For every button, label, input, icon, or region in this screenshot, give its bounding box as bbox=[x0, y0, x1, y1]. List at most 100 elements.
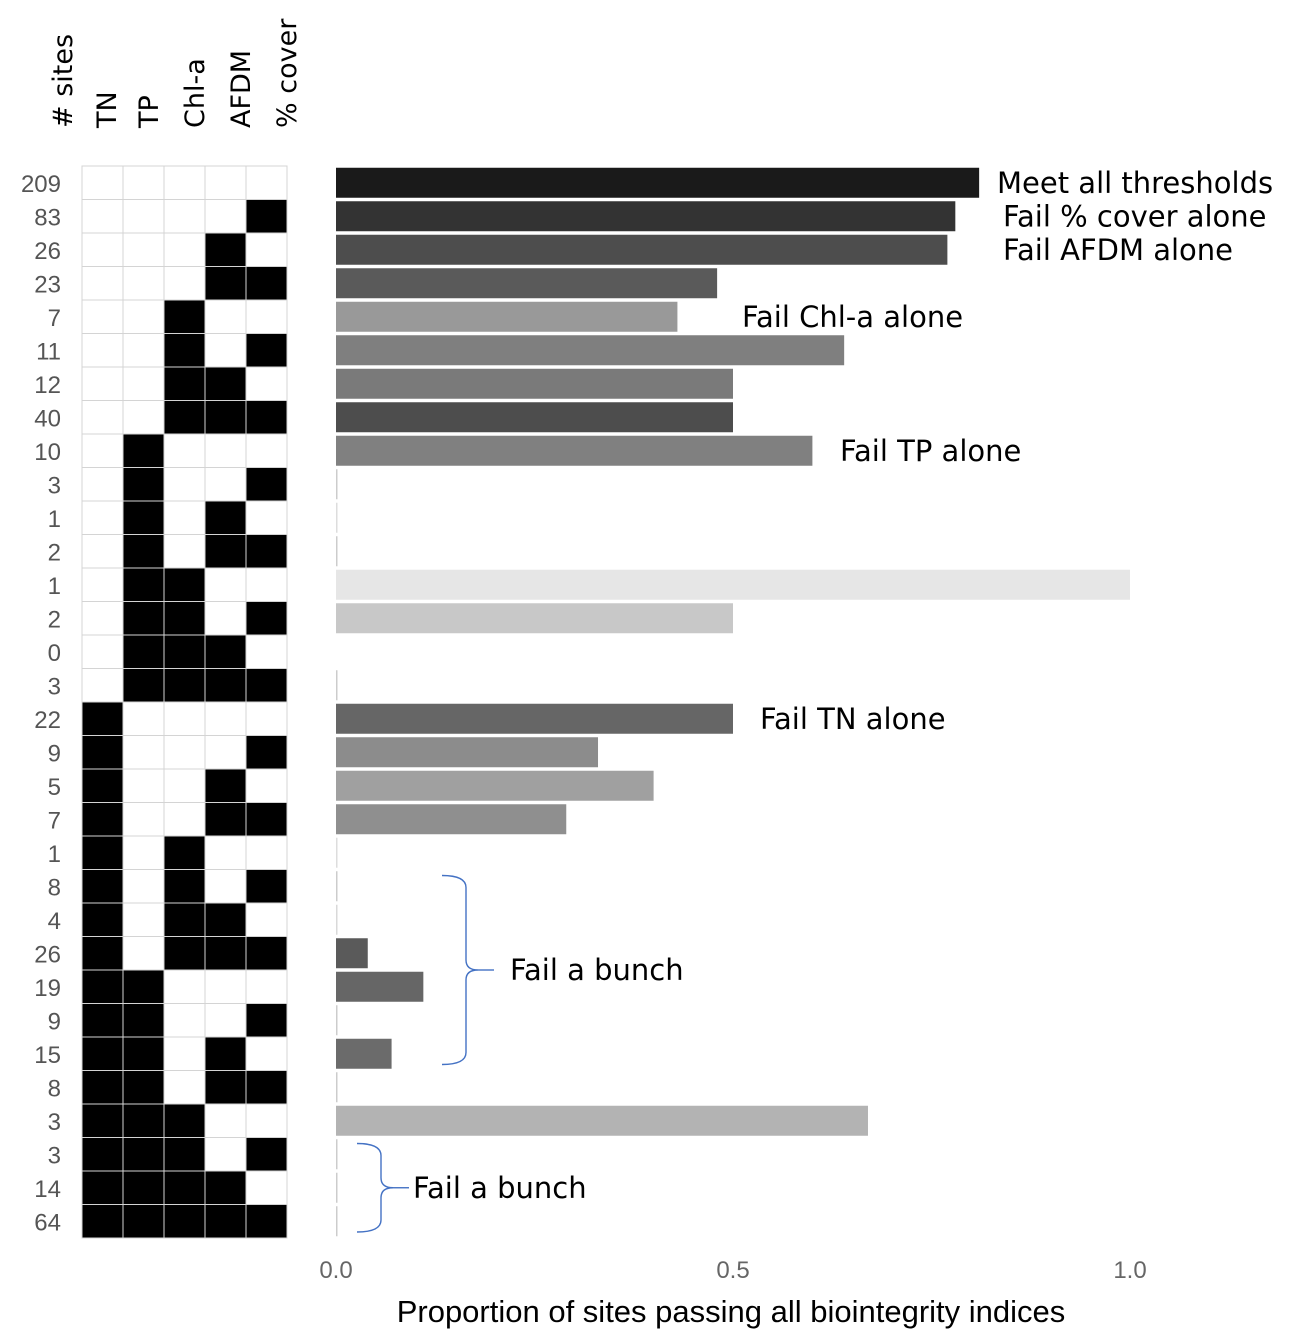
matrix-cell bbox=[122, 936, 165, 971]
matrix-cell bbox=[245, 232, 288, 267]
matrix-cell bbox=[81, 232, 124, 267]
matrix-cell bbox=[81, 1170, 124, 1205]
matrix-cell bbox=[163, 969, 206, 1004]
site-count-label: 3 bbox=[48, 673, 61, 700]
matrix-cell bbox=[163, 936, 206, 971]
matrix-cell bbox=[204, 835, 247, 870]
matrix-cell bbox=[81, 969, 124, 1004]
matrix-cell bbox=[245, 266, 288, 301]
matrix-cell bbox=[163, 1137, 206, 1172]
matrix-cell bbox=[204, 567, 247, 602]
matrix-cell bbox=[163, 1103, 206, 1138]
matrix-cell bbox=[163, 835, 206, 870]
column-header: Chl-a bbox=[180, 58, 211, 128]
matrix-cell bbox=[204, 768, 247, 803]
site-count-label: 4 bbox=[48, 908, 61, 935]
site-count-label: 5 bbox=[48, 774, 61, 801]
matrix-cell bbox=[245, 366, 288, 401]
matrix-cell bbox=[204, 400, 247, 435]
matrix-cell bbox=[163, 299, 206, 334]
matrix-cell bbox=[122, 567, 165, 602]
matrix-cell bbox=[245, 534, 288, 569]
matrix-cell bbox=[204, 1137, 247, 1172]
matrix-cell bbox=[81, 199, 124, 234]
site-count-label: 64 bbox=[34, 1209, 61, 1236]
matrix-cell bbox=[245, 1036, 288, 1071]
bracket-annotation: Fail a bunch bbox=[510, 953, 684, 987]
matrix-cell bbox=[81, 1103, 124, 1138]
matrix-cell bbox=[163, 467, 206, 502]
matrix-cell bbox=[163, 433, 206, 468]
site-count-label: 11 bbox=[36, 338, 61, 365]
matrix-cell bbox=[204, 467, 247, 502]
site-count-label: 40 bbox=[34, 405, 61, 432]
column-header: TN bbox=[92, 91, 123, 129]
site-count-label: 14 bbox=[34, 1176, 61, 1203]
matrix-cell bbox=[81, 701, 124, 736]
matrix-cell bbox=[245, 768, 288, 803]
matrix-cell bbox=[122, 433, 165, 468]
matrix-cell bbox=[204, 534, 247, 569]
matrix-cell bbox=[81, 165, 124, 200]
bar bbox=[336, 636, 338, 667]
matrix-cell bbox=[204, 1070, 247, 1105]
matrix-cell bbox=[81, 802, 124, 837]
matrix-cell bbox=[245, 601, 288, 636]
matrix-cell bbox=[122, 668, 165, 703]
matrix-cell bbox=[81, 1204, 124, 1239]
bar-annotation: Fail % cover alone bbox=[1003, 199, 1267, 233]
matrix-cell bbox=[245, 668, 288, 703]
matrix-cell bbox=[245, 467, 288, 502]
matrix-cell bbox=[204, 1036, 247, 1071]
matrix-cell bbox=[81, 299, 124, 334]
matrix-cell bbox=[122, 165, 165, 200]
site-count-label: 19 bbox=[34, 975, 61, 1002]
bar bbox=[336, 502, 338, 533]
matrix-cell bbox=[122, 835, 165, 870]
matrix-cell bbox=[122, 969, 165, 1004]
matrix-cell bbox=[122, 735, 165, 770]
site-count-label: 8 bbox=[48, 874, 61, 901]
bracket-annotation: Fail a bunch bbox=[413, 1171, 587, 1205]
matrix-cell bbox=[204, 199, 247, 234]
bar bbox=[336, 234, 948, 265]
bar bbox=[336, 603, 733, 634]
bar bbox=[336, 335, 845, 366]
matrix-cell bbox=[204, 266, 247, 301]
site-count-label: 2 bbox=[48, 606, 61, 633]
site-count-label: 22 bbox=[34, 707, 61, 734]
bar-annotation: Fail AFDM alone bbox=[1003, 233, 1233, 267]
bar bbox=[336, 201, 956, 232]
matrix-cell bbox=[204, 902, 247, 937]
bar-annotation: Fail TN alone bbox=[760, 702, 946, 736]
matrix-cell bbox=[81, 1070, 124, 1105]
matrix-cell bbox=[122, 701, 165, 736]
matrix-cell bbox=[245, 869, 288, 904]
bar bbox=[336, 1005, 338, 1036]
bar bbox=[336, 1038, 392, 1069]
matrix-cell bbox=[163, 1170, 206, 1205]
matrix-cell bbox=[163, 1036, 206, 1071]
matrix-cell bbox=[122, 1204, 165, 1239]
matrix-cell bbox=[163, 333, 206, 368]
bracket bbox=[441, 874, 479, 1066]
matrix-cell bbox=[122, 902, 165, 937]
matrix-cell bbox=[204, 1170, 247, 1205]
matrix-cell bbox=[245, 1204, 288, 1239]
matrix-cell bbox=[81, 768, 124, 803]
site-count-label: 3 bbox=[48, 1109, 61, 1136]
matrix-cell bbox=[204, 366, 247, 401]
matrix-cell bbox=[245, 969, 288, 1004]
matrix-cell bbox=[81, 500, 124, 535]
site-count-label: 12 bbox=[34, 372, 61, 399]
site-count-label: 209 bbox=[21, 171, 61, 198]
matrix-cell bbox=[163, 266, 206, 301]
matrix-cell bbox=[245, 1070, 288, 1105]
matrix-cell bbox=[122, 869, 165, 904]
matrix-cell bbox=[204, 1003, 247, 1038]
site-count-label: 7 bbox=[48, 807, 61, 834]
site-count-label: 2 bbox=[48, 539, 61, 566]
site-count-label: 1 bbox=[48, 506, 61, 533]
matrix-cell bbox=[163, 902, 206, 937]
matrix-cell bbox=[122, 768, 165, 803]
